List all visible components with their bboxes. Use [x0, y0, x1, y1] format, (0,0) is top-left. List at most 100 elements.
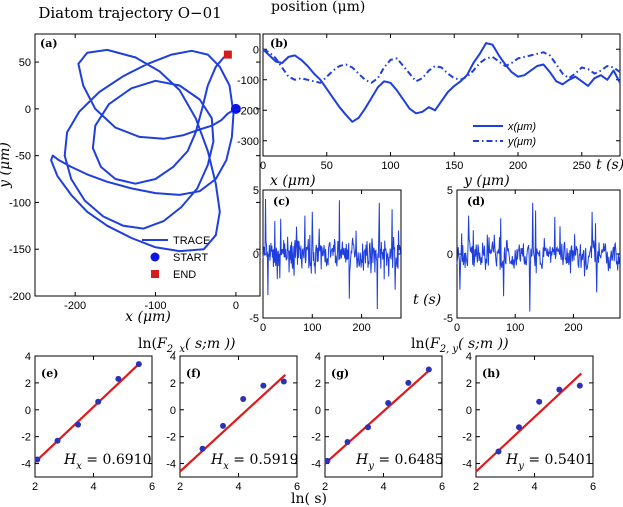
tick-label-d-y: 5	[447, 185, 453, 197]
tick-label-g-y: -2	[311, 432, 321, 444]
tick-label-h-y: 4	[466, 351, 472, 363]
tick-label-b-x: 50	[321, 160, 333, 172]
tick-label-a-y: 0	[25, 104, 31, 116]
data-point-g	[385, 400, 392, 407]
tick-label-g-x: 4	[380, 481, 386, 493]
trace-line	[50, 48, 237, 253]
data-point-f	[240, 396, 247, 403]
tick-label-b-y: -300	[237, 136, 259, 148]
axis-label-c-x: x (μm)	[270, 173, 316, 189]
tick-label-a-x: -200	[64, 300, 86, 312]
end-marker	[223, 50, 232, 59]
data-point-e	[34, 456, 41, 463]
axis-label-a-x: x (μm)	[125, 309, 171, 325]
tick-label-b-x: 250	[573, 160, 591, 172]
tick-label-d-x: 200	[564, 322, 582, 334]
tick-label-f-y: 4	[170, 351, 176, 363]
tick-label-e-y: 0	[25, 405, 31, 417]
panel-f-label: (f)	[186, 367, 201, 380]
tick-label-b-x: 150	[445, 160, 463, 172]
data-point-f	[280, 378, 287, 385]
legend-a-end-label: END	[173, 269, 196, 281]
H-label-f: Hx = 0.5919	[210, 452, 299, 472]
tick-label-h-y: 2	[466, 378, 472, 390]
tick-label-h-x: 4	[531, 481, 537, 493]
data-point-h	[556, 386, 563, 393]
tick-label-h-y: -4	[462, 459, 472, 471]
tick-label-c-x: 100	[303, 322, 321, 334]
start-marker	[230, 103, 241, 114]
legend-a-end-swatch	[151, 270, 159, 278]
tick-label-e-x: 2	[32, 481, 38, 493]
data-point-g	[324, 457, 331, 464]
tick-label-h-x: 2	[473, 481, 479, 493]
fit-line-e	[34, 361, 142, 464]
series-x-line	[262, 42, 621, 123]
tick-label-d-x: 100	[506, 322, 524, 334]
legend-a-start-swatch	[150, 252, 160, 262]
tick-label-g-x: 6	[439, 481, 445, 493]
tick-label-f-x: 6	[294, 481, 300, 493]
tick-label-b-x: 200	[509, 160, 527, 172]
panel-d-label: (d)	[467, 195, 485, 208]
legend-b-x-label: x(μm)	[507, 121, 536, 133]
lnF-y-label: ln(F2, y( s;m ))	[411, 336, 509, 355]
tick-label-b-y: -200	[237, 105, 259, 117]
data-point-g	[425, 366, 432, 373]
data-point-f	[260, 382, 267, 389]
increments-line-d	[456, 202, 620, 312]
tick-label-g-y: 4	[315, 351, 321, 363]
series-y-line	[262, 48, 621, 84]
H-label-h: Hy = 0.5401	[505, 452, 594, 472]
data-point-g	[344, 439, 351, 446]
tick-label-a-y: 50	[19, 57, 31, 69]
legend-a-trace-label: TRACE	[173, 235, 210, 247]
fit-line-f	[179, 374, 287, 473]
tick-label-h-x: 6	[590, 481, 596, 493]
data-point-f	[219, 422, 226, 429]
tick-label-a-x: 0	[233, 300, 239, 312]
panel-a-frame	[34, 33, 261, 297]
tick-label-a-y: -50	[15, 151, 31, 163]
tick-label-d-y: -5	[443, 313, 453, 325]
data-point-e	[54, 437, 61, 444]
tick-label-e-y: 4	[25, 351, 31, 363]
data-point-h	[515, 424, 522, 431]
tick-label-f-x: 2	[177, 481, 183, 493]
tick-label-c-y: 5	[253, 185, 259, 197]
figure-title: Diatom trajectory O−01	[38, 4, 221, 22]
tick-label-g-x: 2	[322, 481, 328, 493]
tick-label-g-y: 2	[315, 378, 321, 390]
tick-label-e-y: 2	[25, 378, 31, 390]
axis-label-d-t: t (s)	[413, 292, 441, 308]
data-point-g	[405, 379, 412, 386]
tick-label-f-x: 4	[235, 481, 241, 493]
data-point-g	[364, 424, 371, 431]
data-point-h	[495, 448, 502, 455]
data-point-f	[199, 445, 206, 452]
tick-label-a-y: -150	[9, 244, 31, 256]
panel-b-label: (b)	[270, 37, 288, 50]
panel-e-label: (e)	[41, 367, 58, 380]
tick-label-f-y: 0	[170, 405, 176, 417]
fit-line-h	[475, 372, 583, 473]
panel-h-label: (h)	[482, 367, 500, 380]
tick-label-e-y: -2	[21, 432, 31, 444]
legend-a: TRACE START END	[142, 235, 210, 281]
data-point-h	[536, 398, 543, 405]
axis-label-b-t: t (s)	[596, 157, 623, 173]
tick-label-b-y: -100	[237, 75, 259, 87]
panel-c-label: (c)	[273, 195, 290, 208]
increments-line-c	[262, 198, 401, 310]
axis-label-d-y: y (μm)	[463, 173, 510, 189]
tick-label-b-x: 0	[260, 160, 266, 172]
tick-label-g-y: 0	[315, 405, 321, 417]
tick-label-b-y: 0	[253, 44, 259, 56]
tick-label-a-x: -100	[145, 300, 167, 312]
data-point-e	[74, 421, 81, 428]
tick-label-c-x: 0	[260, 322, 266, 334]
tick-label-a-y: -100	[9, 197, 31, 209]
tick-label-d-y: 0	[447, 249, 453, 261]
H-label-e: Hx = 0.6910	[63, 452, 152, 472]
